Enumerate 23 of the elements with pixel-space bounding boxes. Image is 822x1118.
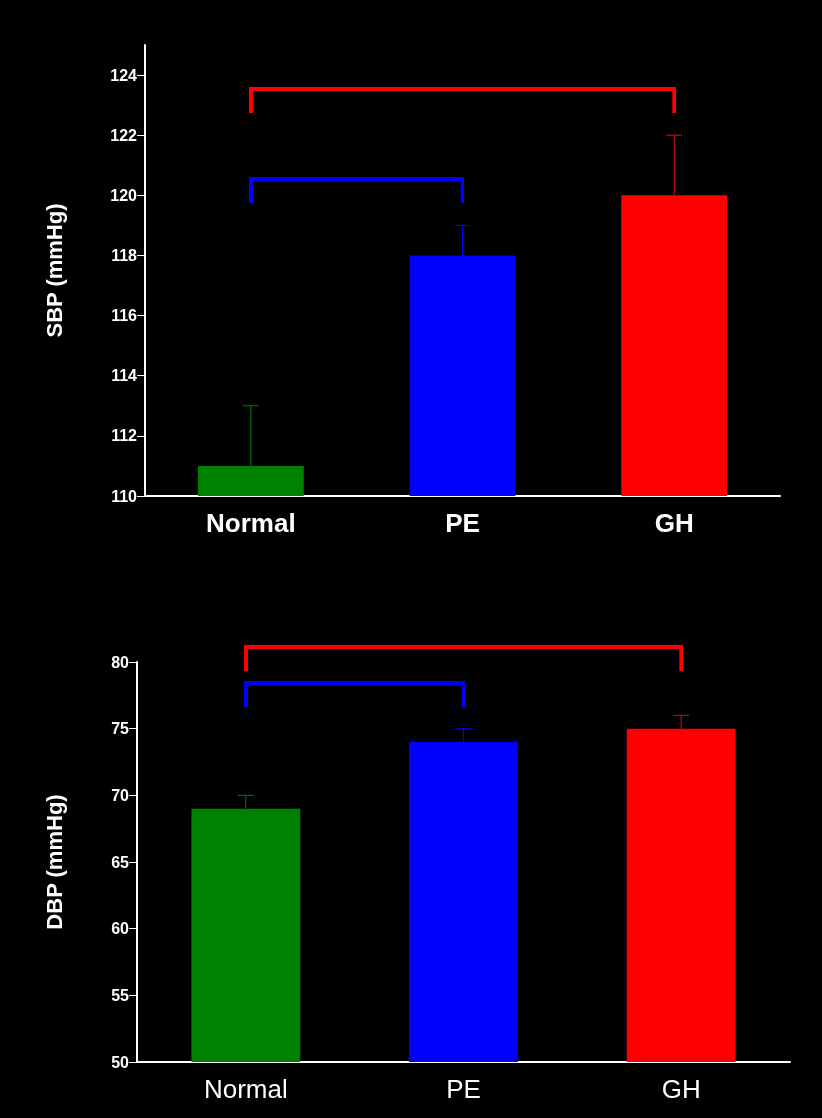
y-tick-label: 75 (111, 720, 130, 738)
y-axis-title: SBP (mmHg) (41, 203, 67, 338)
y-tick-label: 122 (110, 126, 138, 144)
y-tick-label: 110 (111, 487, 138, 505)
x-tick-label: PE (446, 1074, 481, 1104)
y-tick-label: 65 (111, 853, 130, 871)
y-tick-label: 112 (111, 427, 138, 445)
y-tick-label: 80 (111, 653, 130, 671)
x-tick-label: Normal (206, 508, 296, 538)
x-tick-label: PE (445, 508, 480, 538)
x-tick-label: Normal (203, 1074, 288, 1104)
y-tick-label: 116 (111, 307, 138, 325)
y-tick-label: 70 (111, 786, 130, 804)
y-axis-title: DBP (mmHg) (41, 794, 67, 930)
x-tick-label: GH (654, 508, 694, 538)
y-tick-label: 120 (110, 186, 138, 204)
x-tick-label: GH (661, 1074, 701, 1104)
y-tick-label: 60 (111, 920, 130, 938)
y-tick-label: 118 (111, 246, 138, 264)
y-tick-label: 55 (111, 986, 130, 1004)
y-tick-label: 114 (111, 367, 138, 385)
y-tick-label: 50 (111, 1053, 130, 1071)
y-tick-label: 124 (110, 66, 138, 84)
